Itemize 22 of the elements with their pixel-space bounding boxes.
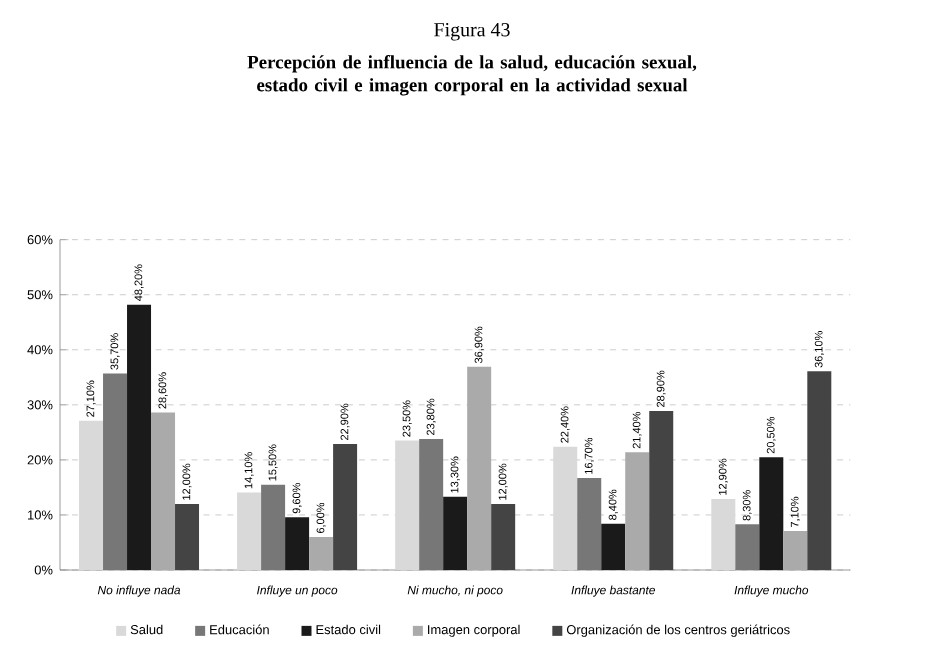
bar	[553, 446, 578, 570]
chart-subtitle: Percepción de influencia de la salud, educación sexual, estado civil e imagen corporal en la actividad sexual	[247, 55, 697, 96]
bar	[491, 503, 516, 570]
bar	[759, 457, 784, 570]
bar	[467, 366, 492, 570]
bar	[175, 503, 200, 570]
chart-title: Figura 43	[434, 23, 510, 41]
bar	[285, 517, 310, 570]
bar	[711, 498, 736, 570]
bar	[625, 452, 650, 570]
bar	[395, 440, 420, 570]
bar	[79, 420, 104, 570]
bar	[601, 523, 626, 570]
bar	[309, 536, 334, 570]
bar	[151, 412, 176, 570]
bar	[649, 410, 674, 570]
bar	[443, 496, 468, 570]
bar	[807, 371, 832, 570]
bar	[237, 492, 262, 570]
bar	[127, 304, 152, 570]
bar	[333, 443, 358, 570]
bar	[783, 530, 808, 570]
